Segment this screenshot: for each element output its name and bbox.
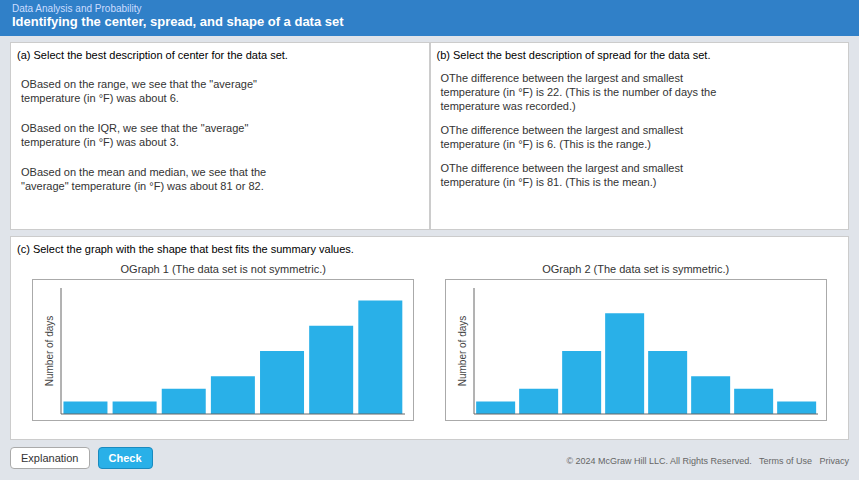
html-text:(c) Select the graph with the: (c) Select the graph with the shape that… [17,243,354,255]
html-text:OGraph 1 (The data set is not: OGraph 1 (The data set is not symmetric.… [120,263,326,275]
html-text:(b) Select the best descriptio: (b) Select the best description of sprea… [436,49,711,61]
html-text:OGraph 2 (The data set is symm: OGraph 2 (The data set is symmetric.) [542,263,730,275]
html-text:Data Analysis and Probability: Data Analysis and Probability [12,3,142,14]
html-text:OThe difference between the la: OThe difference between the largest and … [440,124,684,150]
svg-text:Number of days: Number of days [44,316,55,387]
html-text:OThe difference between the la: OThe difference between the largest and … [440,72,717,112]
html-text:Explanation: Explanation [21,452,79,464]
html-text:Check: Check [108,452,142,464]
html-text:OBased on the IQR, we see that: OBased on the IQR, we see that the "aver… [21,122,249,148]
html-text:OBased on the range, we see th: OBased on the range, we see that the "av… [21,78,257,104]
html-text:OThe difference between the la: OThe difference between the largest and … [440,162,684,188]
svg-text:Number of days: Number of days [456,316,467,387]
html-text:© 2024 McGraw Hill LLC. All Ri: © 2024 McGraw Hill LLC. All Rights Reser… [566,456,849,466]
html-text:(a) Select the best descriptio: (a) Select the best description of cente… [17,49,288,61]
html-text:OBased on the mean and median,: OBased on the mean and median, we see th… [21,166,267,192]
html-text:Identifying the center, spread: Identifying the center, spread, and shap… [12,14,344,29]
